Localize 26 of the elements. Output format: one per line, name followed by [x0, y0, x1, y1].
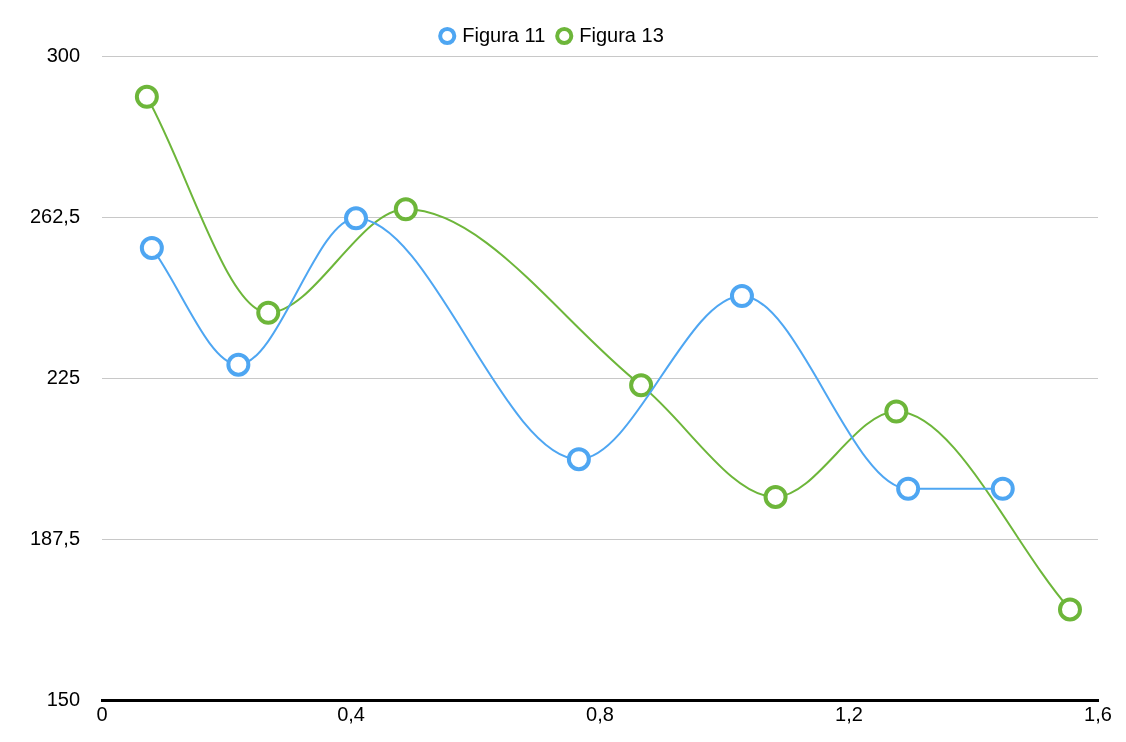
point [226, 352, 251, 377]
point [1057, 597, 1082, 622]
point [896, 476, 921, 501]
point [729, 284, 754, 308]
y-tick-label: 300 [46, 43, 81, 66]
point [884, 399, 909, 424]
point [139, 235, 164, 260]
y-tick-label: 225 [46, 365, 81, 388]
legend-label: Figura 13 [579, 23, 664, 46]
point [629, 373, 654, 398]
legend-label: Figura 11 [462, 23, 546, 46]
point [763, 484, 788, 509]
point [256, 300, 281, 325]
point [393, 197, 418, 222]
x-tick-label: 0,4 [337, 702, 365, 725]
y-tick-label: 187,5 [29, 526, 81, 549]
point [134, 84, 159, 109]
x-tick-label: 0,8 [586, 702, 614, 725]
y-tick-label: 262,5 [29, 204, 81, 227]
y-tick-label: 150 [46, 687, 81, 710]
point [344, 206, 369, 231]
x-tick-label: 1,6 [1084, 702, 1112, 725]
point [566, 447, 591, 472]
x-tick-label: 1,2 [835, 702, 863, 725]
x-tick-label: 0 [96, 702, 108, 725]
point [990, 476, 1015, 501]
